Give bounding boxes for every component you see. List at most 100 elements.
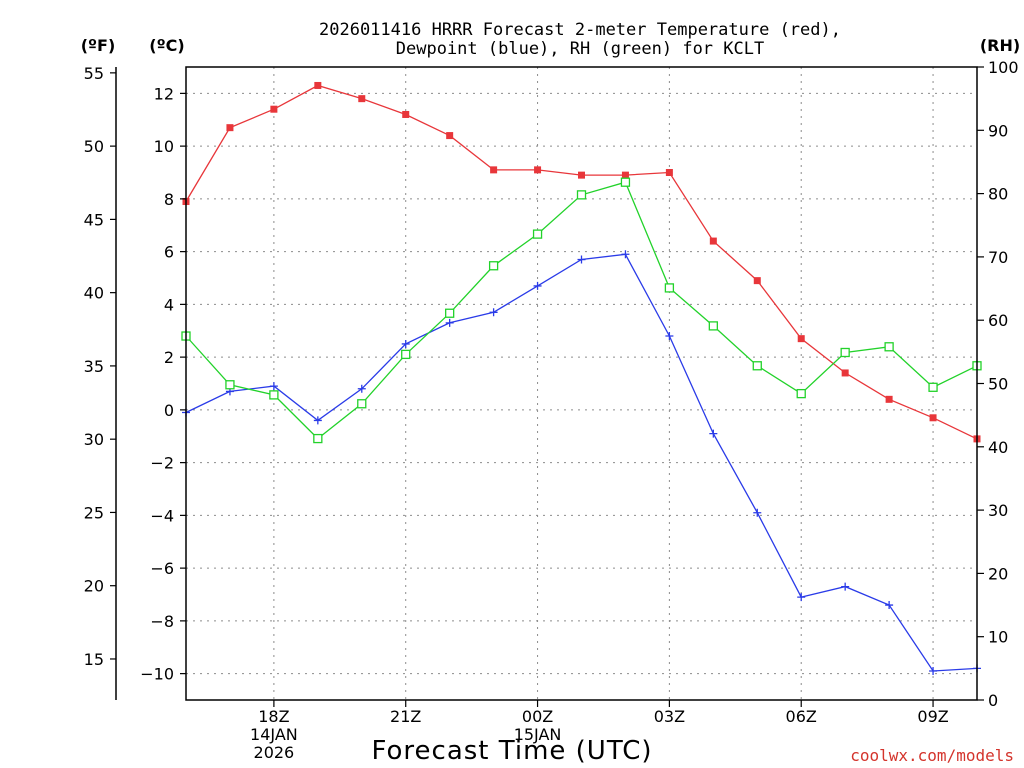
rh-point bbox=[620, 177, 631, 187]
dewpoint-point bbox=[269, 382, 278, 391]
rh-line bbox=[185, 181, 978, 440]
2-meter-temperature-point bbox=[314, 81, 322, 89]
tick-labels: 121086420−2−4−6−8−1055504540353025201510… bbox=[84, 58, 1019, 762]
x-tick-label: 14JAN bbox=[250, 725, 298, 744]
rh-tick-label: 60 bbox=[988, 311, 1008, 330]
rh-tick-label: 50 bbox=[988, 375, 1008, 394]
rh-point bbox=[840, 347, 850, 358]
celsius-tick-label: 12 bbox=[154, 84, 174, 103]
celsius-tick-label: 4 bbox=[164, 295, 174, 314]
dewpoint-point bbox=[665, 332, 674, 341]
credit-text: coolwx.com/models bbox=[850, 746, 1014, 765]
rh-point bbox=[532, 229, 543, 239]
x-tick-label: 18Z bbox=[258, 707, 289, 726]
axes bbox=[110, 66, 984, 707]
2-meter-temperature-point bbox=[841, 369, 849, 377]
dewpoint-point bbox=[841, 582, 850, 591]
2-meter-temperature-point bbox=[578, 171, 585, 179]
dewpoint-point bbox=[401, 339, 410, 348]
rh-point bbox=[225, 380, 235, 390]
2-meter-temperature-point bbox=[709, 237, 717, 245]
fahrenheit-tick-label: 45 bbox=[84, 210, 104, 229]
chart-title-line-2: Dewpoint (blue), RH (green) for KCLT bbox=[396, 39, 764, 59]
rh-point bbox=[269, 390, 279, 400]
2-meter-temperature-point bbox=[797, 335, 805, 343]
x-tick-label: 09Z bbox=[917, 707, 948, 726]
rh-tick-label: 40 bbox=[988, 438, 1008, 457]
dewpoint-point bbox=[577, 255, 586, 264]
plot-frame bbox=[185, 66, 978, 701]
dewpoint-point bbox=[357, 384, 366, 393]
rh-point bbox=[313, 433, 323, 444]
x-tick-label: 03Z bbox=[654, 707, 685, 726]
fahrenheit-tick-label: 15 bbox=[84, 650, 104, 669]
celsius-tick-label: 10 bbox=[154, 137, 174, 156]
2-meter-temperature-point bbox=[885, 395, 893, 403]
x-axis-label: Forecast Time (UTC) bbox=[371, 736, 652, 766]
dewpoint-point bbox=[797, 593, 806, 602]
fahrenheit-tick-label: 50 bbox=[84, 137, 104, 156]
2-meter-temperature-point bbox=[534, 166, 542, 174]
fahrenheit-tick-label: 30 bbox=[84, 430, 104, 449]
2-meter-temperature-point bbox=[753, 277, 761, 285]
rh-point bbox=[488, 261, 499, 271]
dewpoint-point bbox=[929, 666, 938, 675]
celsius-tick-label: −6 bbox=[150, 559, 174, 578]
fahrenheit-tick-label: 25 bbox=[84, 503, 104, 522]
rh-point bbox=[928, 382, 938, 392]
x-tick-label: 00Z bbox=[522, 707, 553, 726]
celsius-tick-label: 6 bbox=[164, 243, 174, 262]
x-tick-label: 15JAN bbox=[514, 725, 562, 744]
celsius-tick-label: −2 bbox=[150, 454, 174, 473]
celsius-tick-label: 8 bbox=[164, 190, 174, 209]
x-tick-label: 06Z bbox=[786, 707, 817, 726]
2-meter-temperature-point bbox=[402, 110, 410, 118]
x-tick-label: 21Z bbox=[390, 707, 421, 726]
chart-title-line-1: 2026011416 HRRR Forecast 2-meter Tempera… bbox=[319, 20, 841, 40]
2-meter-temperature-point bbox=[621, 171, 629, 179]
fahrenheit-tick-label: 40 bbox=[84, 284, 104, 303]
dewpoint-point bbox=[489, 308, 498, 317]
rh-point bbox=[884, 342, 894, 352]
rh-tick-label: 10 bbox=[988, 628, 1008, 647]
dewpoint-point bbox=[621, 250, 630, 259]
dewpoint-point bbox=[313, 416, 322, 425]
fahrenheit-unit-label: (ºF) bbox=[81, 36, 116, 55]
rh-point bbox=[796, 388, 806, 399]
2-meter-temperature-point bbox=[929, 414, 937, 422]
2-meter-temperature-point bbox=[446, 132, 454, 140]
rh-point bbox=[445, 308, 455, 318]
rh-point bbox=[576, 190, 587, 200]
fahrenheit-tick-label: 20 bbox=[84, 577, 104, 596]
rh-tick-label: 0 bbox=[988, 691, 998, 710]
x-tick-label: 2026 bbox=[254, 743, 295, 762]
celsius-tick-label: −8 bbox=[150, 612, 174, 631]
2-meter-temperature-point bbox=[270, 105, 278, 113]
celsius-unit-label: (ºC) bbox=[149, 36, 184, 55]
rh-tick-label: 70 bbox=[988, 248, 1008, 267]
celsius-tick-label: 0 bbox=[164, 401, 174, 420]
2-meter-temperature-point bbox=[226, 124, 234, 132]
rh-tick-label: 100 bbox=[988, 58, 1019, 77]
rh-point bbox=[664, 283, 675, 293]
dewpoint-point bbox=[709, 429, 718, 438]
fahrenheit-tick-label: 55 bbox=[84, 64, 104, 83]
rh-tick-label: 90 bbox=[988, 121, 1008, 140]
dewpoint-point bbox=[533, 281, 542, 290]
rh-tick-label: 30 bbox=[988, 501, 1008, 520]
rh-tick-label: 80 bbox=[988, 185, 1008, 204]
celsius-tick-label: −10 bbox=[140, 665, 174, 684]
celsius-tick-label: 2 bbox=[164, 348, 174, 367]
grid-lines bbox=[186, 67, 977, 700]
2-meter-temperature-point bbox=[358, 95, 366, 103]
rh-tick-label: 20 bbox=[988, 564, 1008, 583]
rh-point bbox=[708, 321, 718, 331]
2-meter-temperature-point bbox=[490, 166, 498, 174]
dewpoint-point bbox=[753, 508, 762, 517]
rh-unit-label: (RH) bbox=[980, 36, 1020, 55]
dewpoint-point bbox=[885, 601, 894, 610]
series-layer bbox=[181, 81, 982, 675]
fahrenheit-tick-label: 35 bbox=[84, 357, 104, 376]
dewpoint-point bbox=[445, 318, 454, 327]
